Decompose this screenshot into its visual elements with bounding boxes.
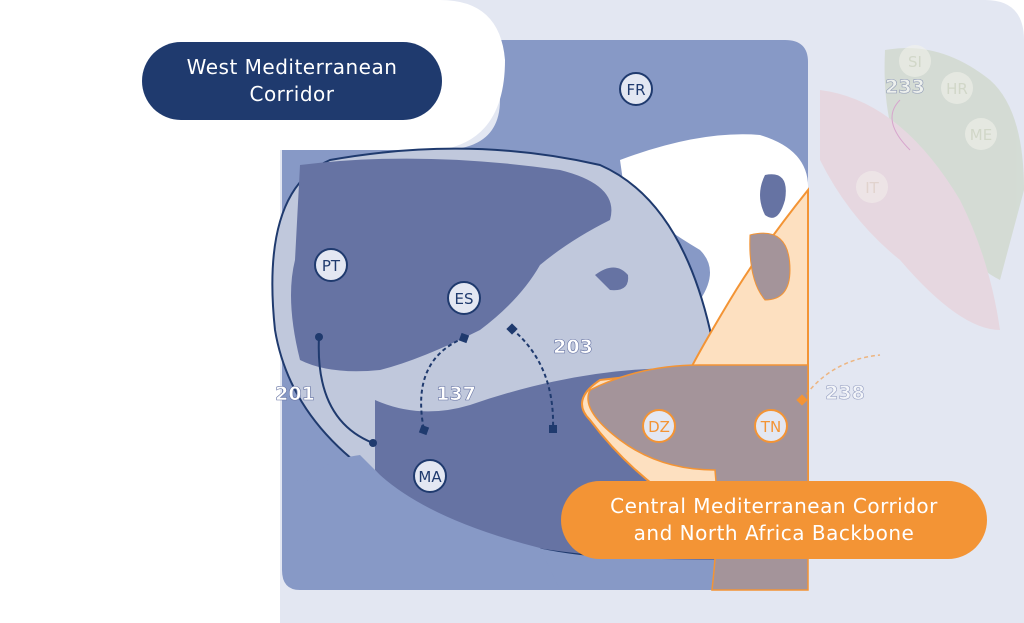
country-badge-pt[interactable]: PT xyxy=(314,248,348,282)
svg-text:SI: SI xyxy=(908,53,922,71)
central-corridor-title: Central Mediterranean Corridor and North… xyxy=(561,481,987,559)
svg-text:ES: ES xyxy=(455,290,474,308)
svg-text:MA: MA xyxy=(418,468,442,486)
country-badge-es[interactable]: ES xyxy=(447,281,481,315)
link-label-238: 238 xyxy=(825,382,865,404)
country-badge-me[interactable]: ME xyxy=(965,118,997,150)
africa-land-outer xyxy=(300,455,560,590)
central-corridor-title-text: Central Mediterranean Corridor and North… xyxy=(610,494,938,545)
country-badge-hr[interactable]: HR xyxy=(941,72,973,104)
country-badge-si[interactable]: SI xyxy=(899,45,931,77)
west-corridor-title: West Mediterranean Corridor xyxy=(142,42,442,120)
link-label-233: 233 xyxy=(885,76,925,98)
country-badge-tn[interactable]: TN xyxy=(754,409,788,443)
svg-text:IT: IT xyxy=(865,179,879,197)
link-label-201: 201 xyxy=(275,383,315,405)
svg-text:ME: ME xyxy=(970,126,992,144)
sardinia-island xyxy=(749,232,791,301)
balearic-island xyxy=(595,267,629,291)
link-203-line xyxy=(511,328,555,430)
link-137-line xyxy=(420,337,465,431)
country-badge-ma[interactable]: MA xyxy=(413,459,447,493)
link-label-137: 137 xyxy=(436,383,476,405)
west-corridor-title-text: West Mediterranean Corridor xyxy=(186,55,398,106)
link-238-line xyxy=(801,354,881,401)
country-badge-fr[interactable]: FR xyxy=(619,72,653,106)
svg-text:TN: TN xyxy=(760,418,781,436)
iberia-land xyxy=(291,158,612,372)
svg-text:HR: HR xyxy=(946,80,968,98)
country-badge-dz[interactable]: DZ xyxy=(642,409,676,443)
link-201-line xyxy=(317,336,374,444)
link-label-203: 203 xyxy=(553,336,593,358)
corsica-island xyxy=(760,174,786,218)
svg-text:FR: FR xyxy=(626,81,645,99)
country-badge-it[interactable]: IT xyxy=(856,171,888,203)
svg-text:PT: PT xyxy=(322,257,341,275)
svg-text:DZ: DZ xyxy=(648,418,670,436)
faded-east-region xyxy=(820,48,1024,330)
